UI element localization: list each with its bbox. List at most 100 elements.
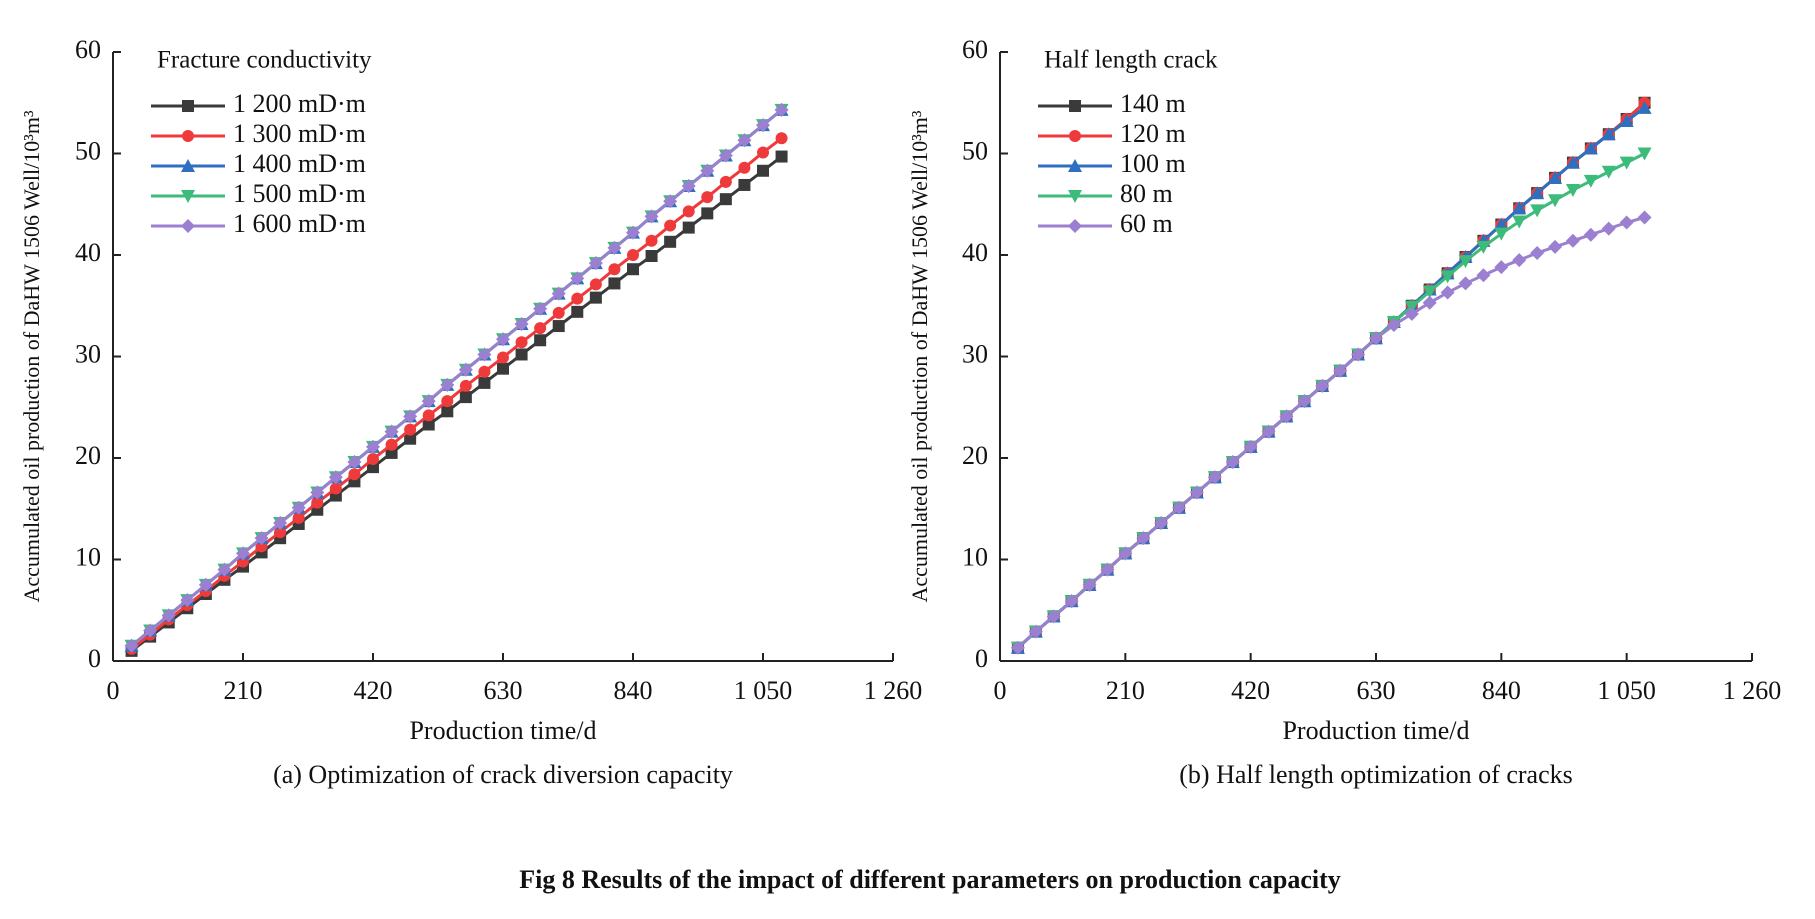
- y-tick-label: 60: [75, 35, 101, 64]
- data-point: [329, 482, 342, 495]
- data-point: [718, 148, 733, 163]
- legend-marker: [1068, 190, 1082, 203]
- data-point: [1619, 156, 1634, 170]
- data-point: [1601, 165, 1616, 179]
- data-point: [310, 485, 325, 500]
- data-point: [719, 193, 732, 206]
- data-point: [626, 225, 640, 240]
- series-line: [1016, 216, 1645, 649]
- data-point: [1619, 114, 1634, 128]
- data-point: [627, 249, 639, 261]
- data-point: [236, 546, 250, 561]
- figure-caption: Fig 8 Results of the impact of different…: [519, 865, 1341, 894]
- y-tick-label: 0: [88, 644, 101, 673]
- data-point: [367, 453, 379, 466]
- legend-marker: [181, 219, 195, 233]
- data-point: [1225, 455, 1240, 470]
- data-point: [737, 133, 752, 148]
- data-point: [681, 178, 696, 193]
- data-point: [663, 194, 678, 209]
- data-point: [180, 593, 195, 608]
- data-point: [757, 164, 769, 177]
- data-point: [1530, 204, 1545, 218]
- data-point: [1440, 270, 1455, 284]
- data-point: [328, 470, 343, 485]
- legend-label: 60 m: [1120, 209, 1173, 238]
- data-point: [534, 322, 547, 335]
- data-point: [627, 263, 639, 276]
- x-tick-label: 1 050: [1597, 676, 1656, 705]
- data-point: [459, 391, 472, 404]
- data-point: [274, 526, 287, 539]
- data-point: [588, 256, 603, 271]
- data-point: [1100, 562, 1115, 577]
- data-point: [404, 432, 417, 445]
- legend-label: 1 600 mD·m: [233, 209, 366, 238]
- legend-label: 1 300 mD·m: [233, 119, 366, 148]
- data-point: [1440, 285, 1455, 300]
- y-tick-label: 50: [962, 136, 988, 165]
- y-tick-label: 50: [75, 136, 101, 165]
- legend-marker: [1068, 159, 1082, 172]
- data-point: [458, 362, 473, 377]
- data-point: [1422, 295, 1437, 310]
- data-point: [254, 531, 269, 546]
- x-tick-label: 630: [484, 676, 523, 705]
- data-point: [441, 405, 454, 418]
- data-point: [1565, 233, 1580, 248]
- y-axis-label: Accumulated oil production of DaHW 1506 …: [19, 110, 44, 602]
- y-tick-label: 30: [75, 339, 101, 368]
- data-point: [607, 240, 622, 255]
- y-tick-label: 40: [75, 238, 101, 267]
- data-point: [1619, 215, 1634, 230]
- data-point: [143, 623, 158, 638]
- series-line: [130, 108, 783, 647]
- data-point: [1154, 515, 1169, 530]
- data-point: [311, 496, 324, 509]
- y-tick-label: 20: [962, 441, 988, 470]
- legend-label: 120 m: [1120, 119, 1186, 148]
- data-point: [1207, 470, 1222, 485]
- data-point: [570, 271, 585, 286]
- y-tick-label: 20: [75, 441, 101, 470]
- data-point: [496, 332, 510, 347]
- data-point: [1028, 624, 1043, 639]
- data-point: [571, 292, 584, 305]
- data-point: [1458, 255, 1473, 269]
- data-point: [1530, 245, 1545, 260]
- data-point: [1637, 210, 1652, 225]
- x-tick-label: 840: [1482, 676, 1521, 705]
- data-point: [664, 219, 677, 232]
- data-point: [1261, 424, 1276, 439]
- data-point: [1386, 318, 1401, 333]
- data-point: [1136, 531, 1151, 546]
- data-point: [700, 163, 715, 178]
- legend-label: 140 m: [1120, 89, 1186, 118]
- data-point: [1315, 378, 1330, 393]
- data-point: [421, 394, 436, 409]
- data-point: [1404, 306, 1419, 321]
- legend-label: 80 m: [1120, 179, 1173, 208]
- data-point: [1279, 409, 1294, 424]
- y-tick-label: 40: [962, 238, 988, 267]
- data-point: [1565, 184, 1580, 198]
- legend-marker: [1069, 130, 1081, 142]
- x-tick-label: 630: [1357, 676, 1396, 705]
- legend-marker: [181, 190, 195, 203]
- data-point: [497, 362, 509, 375]
- x-tick-label: 1 050: [734, 676, 793, 705]
- data-point: [645, 250, 658, 263]
- legend-marker: [181, 159, 195, 172]
- legend-marker: [182, 100, 194, 112]
- data-point: [459, 379, 472, 392]
- data-point: [757, 146, 769, 159]
- legend-title: Fracture conductivity: [157, 47, 372, 74]
- data-point: [682, 205, 695, 218]
- data-point: [291, 500, 306, 515]
- data-point: [347, 455, 362, 470]
- data-point: [1046, 609, 1061, 624]
- x-tick-label: 210: [1106, 676, 1145, 705]
- data-point: [1458, 276, 1473, 291]
- data-point: [217, 562, 232, 577]
- data-point: [645, 234, 658, 247]
